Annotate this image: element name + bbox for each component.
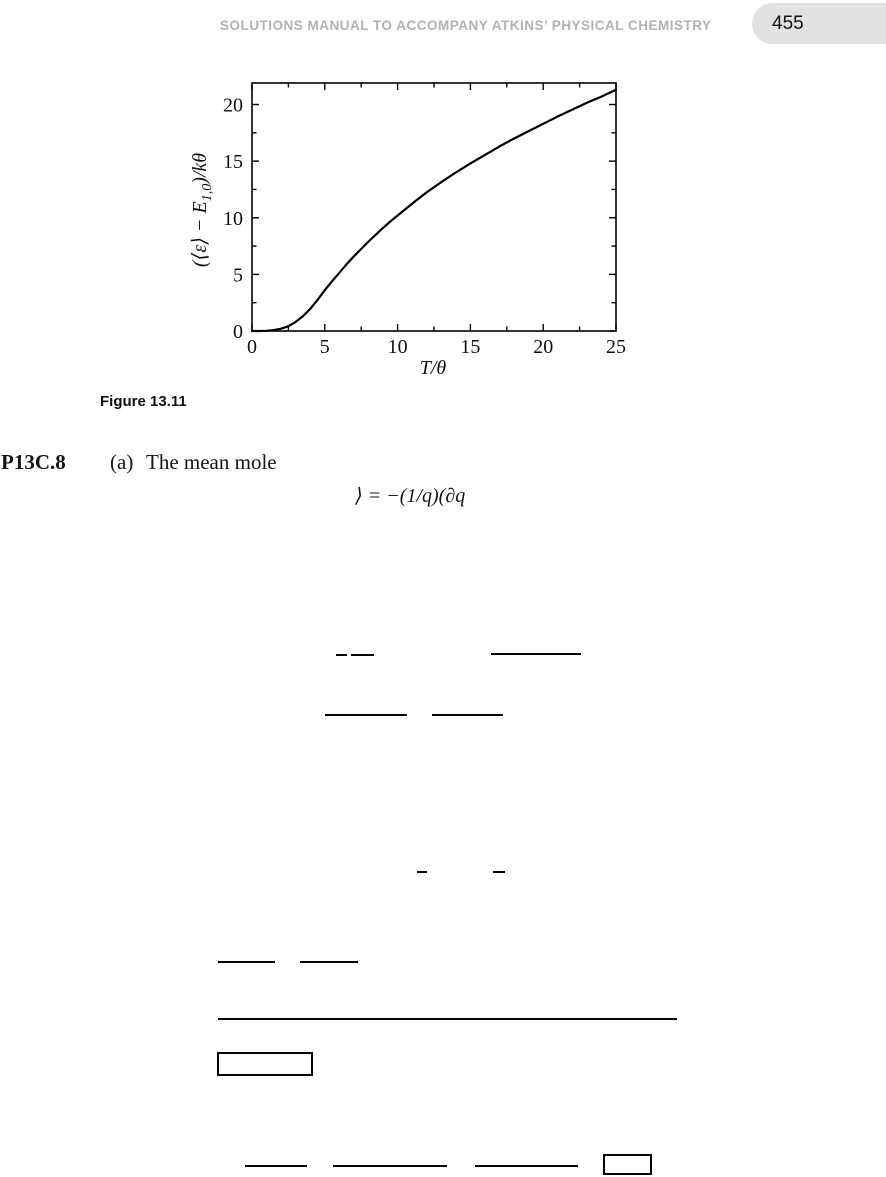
fraction-bar — [218, 1018, 677, 1020]
fraction-bar — [491, 653, 581, 655]
x-axis-label: T/θ — [420, 357, 447, 379]
page-number: 455 — [772, 13, 804, 34]
y-tick-label: 0 — [233, 321, 243, 343]
chart-svg: 0 5 10 15 20 25 0 5 10 15 20 T/θ (⟨ε⟩ − E1,0)/kθ — [189, 82, 626, 379]
figure-13-11-chart: 0 5 10 15 20 25 0 5 10 15 20 T/θ (⟨ε⟩ − E1,0)/kθ — [0, 0, 886, 400]
answer-box — [217, 1052, 313, 1076]
x-tick-label: 5 — [320, 336, 330, 358]
fraction-bar — [432, 714, 503, 716]
y-tick-label: 5 — [233, 264, 243, 286]
equation-fragment: ⟩ = −(1/q)(∂q — [355, 485, 466, 507]
fraction-bar — [475, 1165, 578, 1167]
running-head: SOLUTIONS MANUAL TO ACCOMPANY ATKINS’ PH… — [220, 18, 712, 33]
data-curve — [250, 88, 618, 333]
x-tick-label: 15 — [460, 336, 480, 358]
fraction-bar — [218, 961, 275, 963]
y-tick-label: 10 — [223, 208, 243, 230]
y-tick-label: 20 — [223, 95, 243, 117]
problem-intro-text: The mean mole — [146, 450, 277, 474]
x-tick-label: 0 — [247, 336, 257, 358]
fraction-bar — [336, 654, 347, 656]
fraction-bar — [417, 871, 427, 873]
fraction-bar — [300, 961, 358, 963]
x-tick-label: 20 — [533, 336, 553, 358]
page-number-pill: 455 — [752, 3, 886, 44]
y-axis-label: (⟨ε⟩ − E1,0)/kθ — [189, 153, 215, 267]
y-tick-label: 15 — [223, 151, 243, 173]
fraction-bar — [325, 714, 407, 716]
fraction-bar — [333, 1165, 447, 1167]
fraction-bar — [245, 1165, 307, 1167]
problem-part-label: (a) — [110, 450, 134, 474]
fraction-bar — [351, 654, 374, 656]
figure-caption: Figure 13.11 — [100, 393, 187, 410]
answer-box — [603, 1154, 652, 1175]
x-tick-label: 25 — [606, 336, 626, 358]
x-tick-label: 10 — [388, 336, 408, 358]
fraction-bar — [493, 871, 505, 873]
problem-number: P13C.8 — [1, 450, 66, 474]
chart-frame — [251, 82, 617, 332]
